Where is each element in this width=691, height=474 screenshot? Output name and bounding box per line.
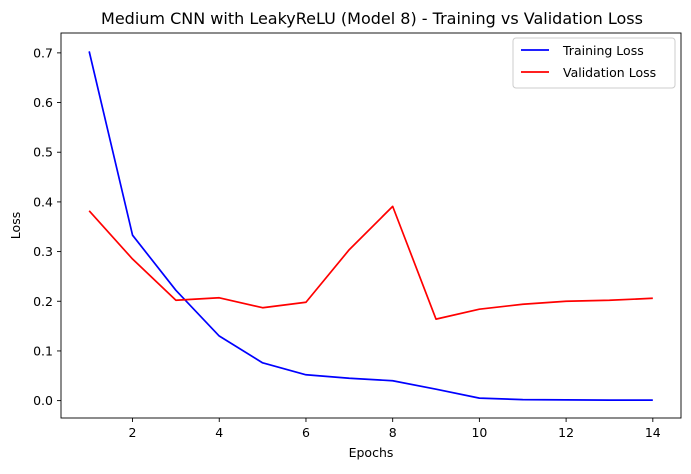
y-tick-label: 0.6	[33, 95, 53, 110]
x-tick-label: 12	[558, 425, 574, 440]
plot-area	[60, 32, 682, 419]
y-tick-label: 0.4	[33, 194, 53, 209]
x-axis-ticks: 2 4 6 8 10 12 14	[129, 418, 661, 440]
x-tick-label: 8	[389, 425, 397, 440]
series-lines	[88, 51, 653, 401]
legend: Training Loss Validation Loss	[512, 37, 676, 89]
legend-label-training: Training Loss	[562, 43, 644, 58]
legend-box	[512, 37, 676, 89]
y-axis-ticks: 0.0 0.1 0.2 0.3 0.4 0.5 0.6 0.7	[33, 45, 61, 408]
y-tick-label: 0.0	[33, 393, 53, 408]
x-tick-label: 14	[645, 425, 661, 440]
x-tick-label: 10	[471, 425, 487, 440]
x-tick-label: 4	[215, 425, 223, 440]
y-axis-label: Loss	[8, 212, 23, 239]
y-tick-label: 0.3	[33, 244, 53, 259]
y-tick-label: 0.2	[33, 294, 53, 309]
chart-title: Medium CNN with LeakyReLU (Model 8) - Tr…	[101, 9, 643, 28]
validation-loss-line	[88, 205, 653, 320]
legend-label-validation: Validation Loss	[563, 65, 656, 80]
x-tick-label: 6	[302, 425, 310, 440]
y-tick-label: 0.1	[33, 343, 53, 358]
x-axis-label: Epochs	[349, 445, 394, 460]
x-tick-label: 2	[129, 425, 137, 440]
y-tick-label: 0.5	[33, 145, 53, 160]
training-loss-line	[88, 51, 653, 401]
y-tick-label: 0.7	[33, 45, 53, 60]
